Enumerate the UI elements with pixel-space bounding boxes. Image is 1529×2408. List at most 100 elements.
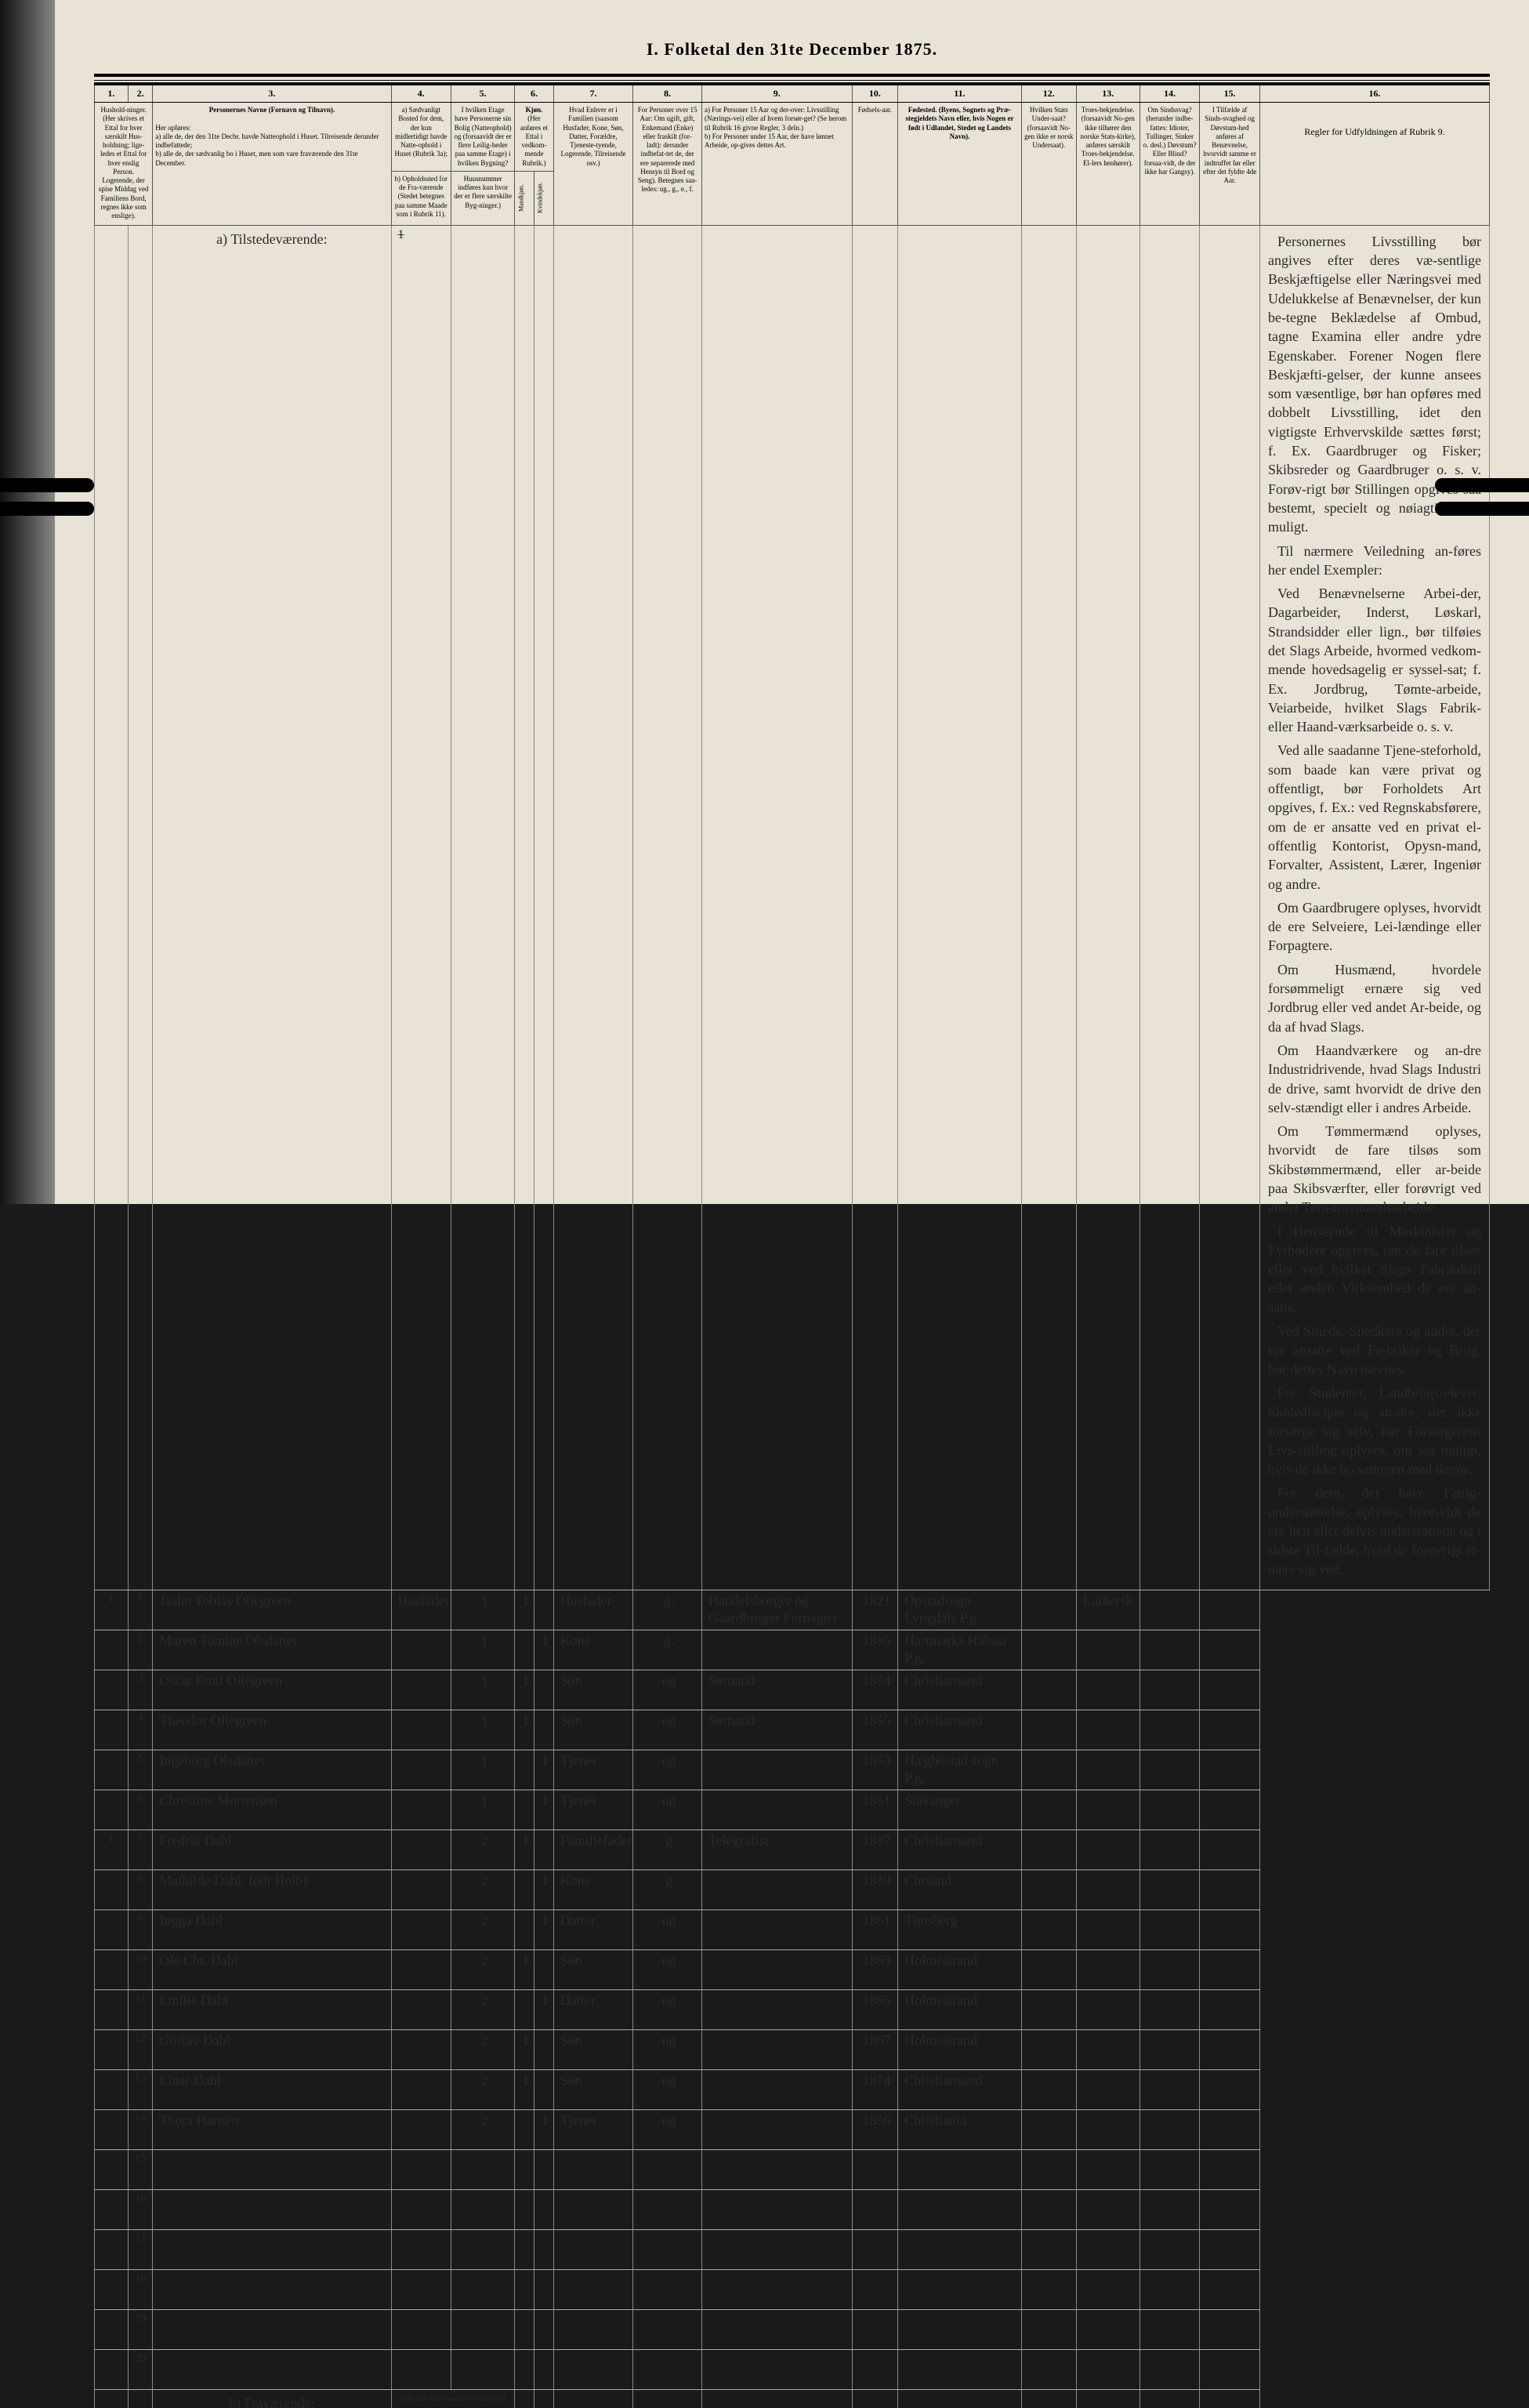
cell-year: 1835 (852, 1630, 898, 1670)
cell-k (534, 2029, 553, 2069)
cell-c14 (1140, 1909, 1200, 1949)
section-a-row: a) Tilstedeværende: 1 Personernes Livsst… (95, 225, 1490, 1590)
sidebar-para: Om Tømmermænd oplyses, hvorvidt de fare … (1268, 1122, 1481, 1217)
colnum-9: 9. (702, 84, 853, 103)
cell-m (515, 1989, 534, 2029)
cell-occ (702, 1989, 853, 2029)
section-a-right: 1 (391, 225, 451, 1590)
cell-hh (95, 2029, 129, 2069)
cell-c4 (391, 1790, 451, 1830)
cell-c4 (391, 1670, 451, 1710)
cell-c15 (1200, 1670, 1260, 1710)
cell-stat: ug (633, 2029, 702, 2069)
cell-occ (702, 1790, 853, 1830)
table-row: 14Thora Hansen21Tjenerug1856Christiania (95, 2109, 1490, 2149)
cell-stat: g. (633, 1590, 702, 1630)
sidebar-para: Om Haandværkere og an-dre Industridriven… (1268, 1041, 1481, 1117)
cell-name: Gustav Dahl (153, 2029, 391, 2069)
colnum-10: 10. (852, 84, 898, 103)
cell-c14 (1140, 1590, 1200, 1630)
cell-rel: Husfader (553, 1590, 632, 1630)
cell-c12 (1021, 1670, 1076, 1710)
cell-m: 1 (515, 1830, 534, 1869)
cell-k (534, 1830, 553, 1869)
cell-rel: Tjener (553, 2109, 632, 2149)
table-row: 9Ingga Dahl21Datterug1861Tønsberg (95, 1909, 1490, 1949)
cell-c15 (1200, 2109, 1260, 2149)
cell-c5: 1 (451, 1790, 515, 1830)
cell-c15 (1200, 1710, 1260, 1750)
cell-name: Ingga Dahl (153, 1909, 391, 1949)
cell-name: Ole Chr. Dahl (153, 1949, 391, 1989)
cell-k (534, 1949, 553, 1989)
cell-hh (95, 1710, 129, 1750)
cell-rel13 (1076, 1989, 1140, 2029)
cell-year: 1854 (852, 1670, 898, 1710)
cell-c5: 2 (451, 1989, 515, 2029)
hdr-c9: a) For Personer 15 Aar og der-over: Livs… (702, 103, 853, 226)
cell-hh (95, 2069, 129, 2109)
cell-stat: g. (633, 1630, 702, 1670)
cell-rel13 (1076, 1670, 1140, 1710)
census-table: 1. 2. 3. 4. 5. 6. 7. 8. 9. 10. 11. 12. 1… (94, 82, 1490, 2408)
colnum-7: 7. (553, 84, 632, 103)
cell-year: 1821 (852, 1590, 898, 1630)
hdr-c6: Kjøn. (Her anføres et Ettal i vedkom-men… (515, 103, 554, 172)
cell-c14 (1140, 1790, 1200, 1830)
cell-stat: g (633, 1869, 702, 1909)
cell-c12 (1021, 1830, 1076, 1869)
sidebar-para: Ved alle saadanne Tjene-steforhold, som … (1268, 741, 1481, 893)
cell-occ (702, 2069, 853, 2109)
cell-c5: 2 (451, 1830, 515, 1869)
page-title: I. Folketal den 31te December 1875. (94, 39, 1490, 60)
cell-stat: ug (633, 2109, 702, 2149)
cell-place: Opstadsogn Lyngdals P.g. (898, 1590, 1022, 1630)
hdr-c4: a) Sædvanligt Bosted for dem, der kun mi… (391, 103, 451, 172)
cell-m: 1 (515, 1949, 534, 1989)
cell-m: 1 (515, 1710, 534, 1750)
cell-m (515, 1630, 534, 1670)
cell-stat: ug (633, 2069, 702, 2109)
cell-c15 (1200, 2069, 1260, 2109)
hdr-names-body: Her opføres: a) alle de, der den 31te De… (155, 124, 388, 168)
hdr-c5: I hvilken Etage have Personerne sin Boli… (451, 103, 515, 172)
cell-rel: Tjener (553, 1790, 632, 1830)
cell-year: 1874 (852, 2069, 898, 2109)
cell-k: 1 (534, 1790, 553, 1830)
cell-m: 1 (515, 1590, 534, 1630)
cell-m: 1 (515, 2029, 534, 2069)
cell-c14 (1140, 1830, 1200, 1869)
colnum-3: 3. (153, 84, 391, 103)
cell-name: Emilie Dahl (153, 1989, 391, 2029)
cell-c14 (1140, 2109, 1200, 2149)
cell-place: Christiansand (898, 1670, 1022, 1710)
hdr-households: Hushold-ninger. (Her skrives et Ettal fo… (95, 103, 153, 226)
book-binding (0, 0, 55, 1204)
cell-pn: 7 (128, 1830, 153, 1869)
table-row: 12Gustav Dahl21Sønug1867Holmestrand (95, 2029, 1490, 2069)
cell-stat: ug (633, 1750, 702, 1790)
cell-occ: Sømand (702, 1670, 853, 1710)
cell-hh (95, 1989, 129, 2029)
cell-hh (95, 1630, 129, 1670)
cell-k: 1 (534, 1989, 553, 2029)
cell-c4 (391, 1830, 451, 1869)
table-row: 6Chrestine Mortensen11Tjenerug1851Stavan… (95, 1790, 1490, 1830)
cell-pn: 18 (128, 2269, 153, 2309)
cell-c4 (391, 1989, 451, 2029)
cell-rel: Søn (553, 1949, 632, 1989)
cell-c14 (1140, 2029, 1200, 2069)
cell-name: Oscar Emil Oliegreen (153, 1670, 391, 1710)
cell-c12 (1021, 1869, 1076, 1909)
cell-pn: 14 (128, 2109, 153, 2149)
cell-hh (95, 2109, 129, 2149)
table-row-blank: 17 (95, 2229, 1490, 2269)
cell-m (515, 2109, 534, 2149)
sidebar-para: Om Gaardbrugere oplyses, hvorvidt de ere… (1268, 898, 1481, 956)
cell-c12 (1021, 2069, 1076, 2109)
cell-rel13 (1076, 2069, 1140, 2109)
cell-c4 (391, 1710, 451, 1750)
cell-name: Maren Tomine Olsdatter (153, 1630, 391, 1670)
cell-c14 (1140, 1989, 1200, 2029)
cell-rel: Søn (553, 2069, 632, 2109)
